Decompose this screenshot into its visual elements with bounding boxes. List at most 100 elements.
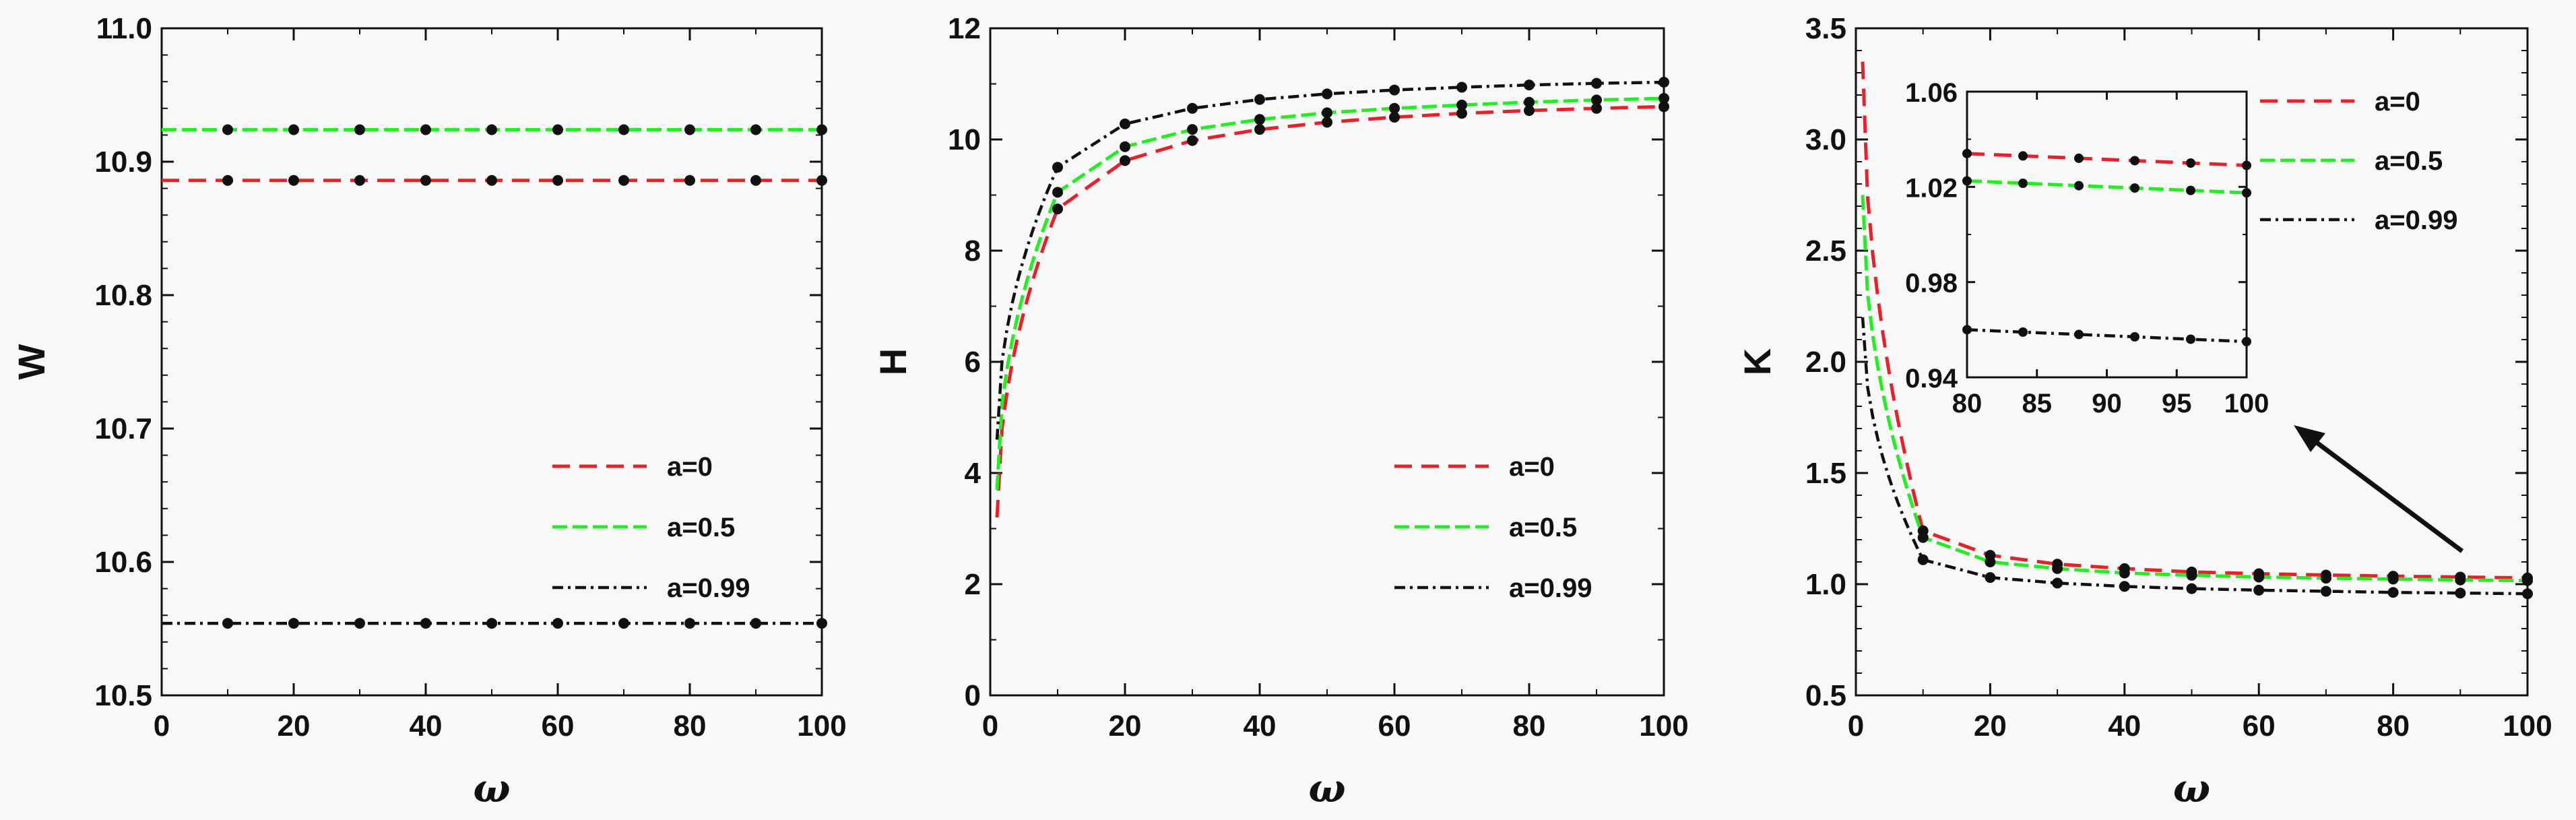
- k-series-line-a-0-99: [1861, 317, 2527, 596]
- k-inset-y-tick-label: 1.02: [1905, 173, 1958, 203]
- h-data-point-a-0-99: [1254, 94, 1265, 105]
- k-y-tick-label: 2.0: [1805, 346, 1846, 379]
- k-data-point-a-0-99: [2052, 577, 2063, 589]
- h-data-point-a-0-5: [1389, 102, 1400, 114]
- w-data-point-a-0: [222, 175, 233, 186]
- k-y-tick-label: 3.0: [1805, 123, 1846, 156]
- k-data-point-a-0-99: [2186, 583, 2197, 594]
- h-data-point-a-0: [1591, 102, 1602, 114]
- h-y-tick-label: 0: [965, 679, 981, 712]
- w-data-point-a-0-99: [420, 618, 431, 629]
- k-y-tick-label: 3.5: [1805, 12, 1846, 45]
- k-x-tick-label: 0: [1848, 709, 1864, 743]
- w-y-axis-label: W: [10, 344, 53, 379]
- w-data-point-a-0: [552, 175, 563, 186]
- k-data-point-a-0-5: [2253, 571, 2265, 583]
- k-data-point-a-0-5: [2455, 574, 2466, 586]
- h-data-point-a-0-5: [1254, 114, 1265, 125]
- h-data-point-a-0-5: [1659, 92, 1669, 104]
- k-inset-y-tick-label: 0.98: [1905, 269, 1958, 298]
- h-legend-label-a-0: a=0: [1509, 452, 1555, 482]
- h-data-point-a-0-5: [1322, 107, 1332, 119]
- h-data-point-a-0: [1524, 105, 1535, 117]
- k-x-tick-label: 60: [2243, 709, 2276, 743]
- panel-k: 0.51.01.52.02.53.03.50 20 40 60 80 100Kω0.940…: [1736, 12, 2552, 811]
- k-inset-series-line-a-0-5: [1967, 179, 2247, 195]
- k-legend-label-a-0-99: a=0.99: [2375, 206, 2457, 235]
- k-data-point-a-0-99: [2522, 588, 2533, 600]
- h-x-tick-label: 80: [1513, 709, 1546, 743]
- k-inset-data-point-a-0-99: [2018, 327, 2028, 337]
- w-y-tick-label: 10.9: [94, 146, 152, 179]
- h-data-point-a-0-5: [1591, 94, 1602, 106]
- w-legend-label-a-0-5: a=0.5: [667, 513, 735, 542]
- h-data-point-a-0-99: [1659, 77, 1669, 88]
- w-data-point-a-0: [420, 175, 431, 186]
- w-y-tick-label: 10.6: [94, 546, 152, 579]
- w-x-tick-label: 0: [154, 709, 170, 743]
- k-inset-series-line-a-0-99: [1967, 328, 2247, 344]
- k-series-line-a-0-5: [1861, 195, 2527, 583]
- k-inset-data-point-a-0: [2074, 153, 2084, 163]
- w-data-point-a-0-99: [552, 618, 563, 629]
- k-inset-data-point-a-0-5: [2242, 188, 2251, 198]
- h-data-point-a-0-99: [1052, 162, 1063, 173]
- w-x-axis-label: ω: [473, 765, 510, 811]
- w-data-point-a-0-5: [750, 124, 761, 135]
- k-data-point-a-0-5: [2320, 573, 2331, 584]
- h-data-point-a-0-99: [1120, 118, 1130, 129]
- k-data-point-a-0-5: [2186, 569, 2197, 581]
- k-inset-data-point-a-0-5: [2130, 183, 2139, 193]
- k-series-layer: [1861, 61, 2527, 596]
- w-data-point-a-0-99: [354, 618, 365, 629]
- w-x-tick-label: 80: [674, 709, 707, 743]
- k-inset-data-point-a-0-99: [2130, 332, 2139, 342]
- h-data-point-a-0: [1456, 108, 1467, 119]
- h-x-tick-label: 40: [1244, 709, 1277, 743]
- h-series-line-a-0-5: [995, 96, 1664, 490]
- k-inset-data-point-a-0: [1962, 148, 1972, 158]
- h-data-point-a-0-99: [1322, 88, 1332, 100]
- k-inset-data-point-a-0-5: [2018, 179, 2028, 189]
- w-data-point-a-0-5: [816, 124, 827, 135]
- k-inset-data-point-a-0-99: [2186, 334, 2195, 344]
- w-data-point-a-0-99: [750, 618, 761, 629]
- h-data-point-a-0: [1254, 124, 1265, 135]
- k-inset-x-tick-label: 80: [1952, 389, 1983, 418]
- h-data-point-a-0-5: [1120, 141, 1130, 152]
- w-data-point-a-0-5: [552, 124, 563, 135]
- w-data-point-a-0: [618, 175, 629, 186]
- k-legend-label-a-0-5: a=0.5: [2375, 146, 2443, 176]
- w-x-tick-label: 20: [278, 709, 311, 743]
- h-x-tick-label: 0: [982, 709, 998, 743]
- k-data-point-a-0-5: [2387, 573, 2399, 585]
- k-data-point-a-0-5: [2052, 563, 2063, 574]
- w-y-tick-label: 10.5: [94, 679, 152, 712]
- k-inset-data-point-a-0: [2130, 156, 2139, 166]
- w-data-point-a-0: [750, 175, 761, 186]
- h-data-point-a-0-99: [1389, 84, 1400, 96]
- w-data-point-a-0-99: [816, 618, 827, 629]
- k-data-point-a-0-99: [2253, 584, 2265, 596]
- k-y-tick-label: 1.5: [1805, 457, 1846, 490]
- w-data-point-a-0-99: [288, 618, 299, 629]
- h-data-point-a-0-99: [1456, 82, 1467, 93]
- k-inset-x-tick-label: 85: [2022, 389, 2053, 418]
- w-data-point-a-0-99: [222, 618, 233, 629]
- w-data-point-a-0-5: [618, 124, 629, 135]
- k-y-tick-label: 2.5: [1805, 234, 1846, 267]
- k-inset-series-line-a-0: [1967, 152, 2247, 167]
- k-inset-y-tick-label: 1.06: [1905, 78, 1958, 108]
- w-data-point-a-0-5: [222, 124, 233, 135]
- h-x-axis-label: ω: [1308, 765, 1345, 811]
- h-data-point-a-0-99: [1524, 80, 1535, 91]
- h-data-point-a-0: [1052, 203, 1063, 215]
- w-data-point-a-0-99: [684, 618, 695, 629]
- w-y-tick-label: 10.7: [94, 412, 152, 445]
- w-data-point-a-0-5: [354, 124, 365, 135]
- k-inset-data-point-a-0-5: [2186, 185, 2195, 195]
- k-data-point-a-0-99: [1985, 572, 1996, 584]
- k-data-point-a-0-99: [2320, 586, 2331, 597]
- w-data-point-a-0: [816, 175, 827, 186]
- k-data-point-a-0-5: [2119, 567, 2130, 579]
